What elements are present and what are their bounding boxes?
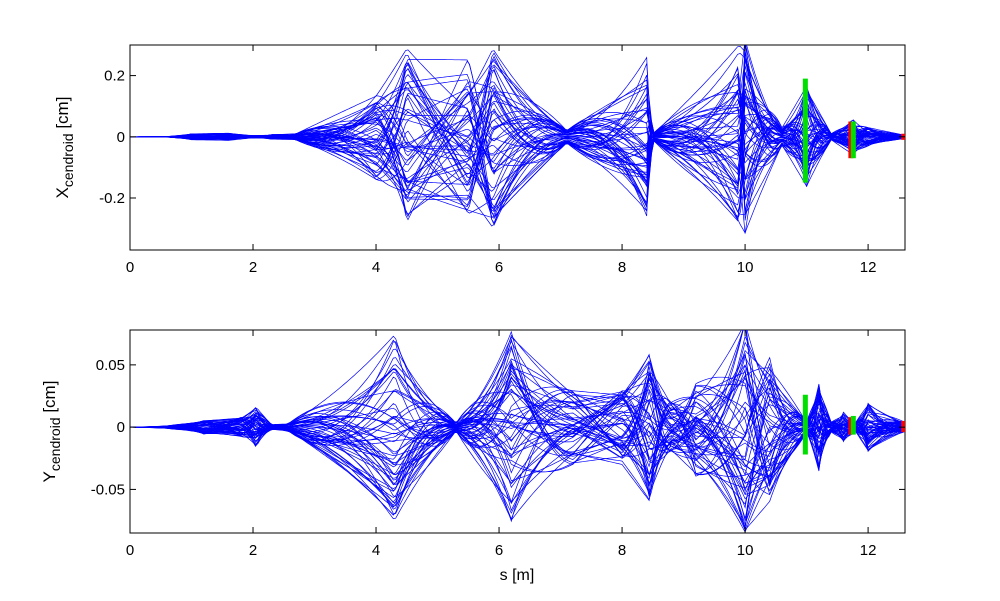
series-line — [130, 352, 905, 488]
series-line — [130, 388, 905, 496]
series-line — [130, 63, 905, 208]
series-line — [130, 353, 905, 503]
x-tick-label: 4 — [372, 259, 380, 276]
x-tick-label: 0 — [126, 542, 134, 559]
series-line — [130, 398, 905, 520]
y-tick-label: 0 — [117, 129, 125, 146]
x-tick-label: 8 — [618, 542, 626, 559]
series-line — [130, 368, 905, 523]
series-line — [130, 377, 905, 521]
series-line — [130, 380, 905, 491]
x-tick-label: 2 — [249, 542, 257, 559]
y-centroid-panel: 0 2 4 6 8 10 12 -0.05 0 0.05 Ycendroid [cm] — [40, 329, 906, 559]
x-tick-label: 10 — [737, 259, 754, 276]
series-group — [130, 45, 905, 234]
x-tick-label: 10 — [737, 542, 754, 559]
y-tick-label: -0.05 — [91, 481, 125, 498]
series-line — [130, 384, 905, 528]
series-line — [130, 330, 905, 451]
y-tick-label: 0 — [117, 419, 125, 436]
series-line — [130, 378, 905, 528]
series-group — [130, 330, 905, 533]
x-tick-label: 12 — [860, 542, 877, 559]
series-line — [130, 389, 905, 484]
x-tick-label: 12 — [860, 259, 877, 276]
series-line — [130, 364, 905, 489]
series-line — [130, 378, 905, 469]
y-tick-label: -0.2 — [99, 190, 125, 207]
x-tick-label: 6 — [495, 542, 503, 559]
y-tick-label: 0.05 — [96, 357, 125, 374]
series-line — [130, 376, 905, 492]
x-tick-label: 6 — [495, 259, 503, 276]
x-tick-label: 0 — [126, 259, 134, 276]
y-axis-label: Xcendroid [cm] — [53, 97, 76, 199]
series-line — [130, 389, 905, 520]
series-line — [130, 391, 905, 503]
x-centroid-panel: 0 2 4 6 8 10 12 -0.2 0 0.2 Xcendroid [cm] — [53, 44, 906, 276]
series-line — [130, 394, 905, 495]
series-line — [130, 88, 905, 218]
x-axis-label: s [m] — [500, 567, 535, 584]
series-line — [130, 364, 905, 520]
series-line — [130, 384, 905, 483]
x-tick-label: 8 — [618, 259, 626, 276]
x-tick-label: 2 — [249, 259, 257, 276]
x-tick-label: 4 — [372, 542, 380, 559]
y-tick-label: 0.2 — [104, 68, 125, 85]
series-line — [130, 400, 905, 500]
y-axis-label: Ycendroid [cm] — [40, 381, 63, 483]
